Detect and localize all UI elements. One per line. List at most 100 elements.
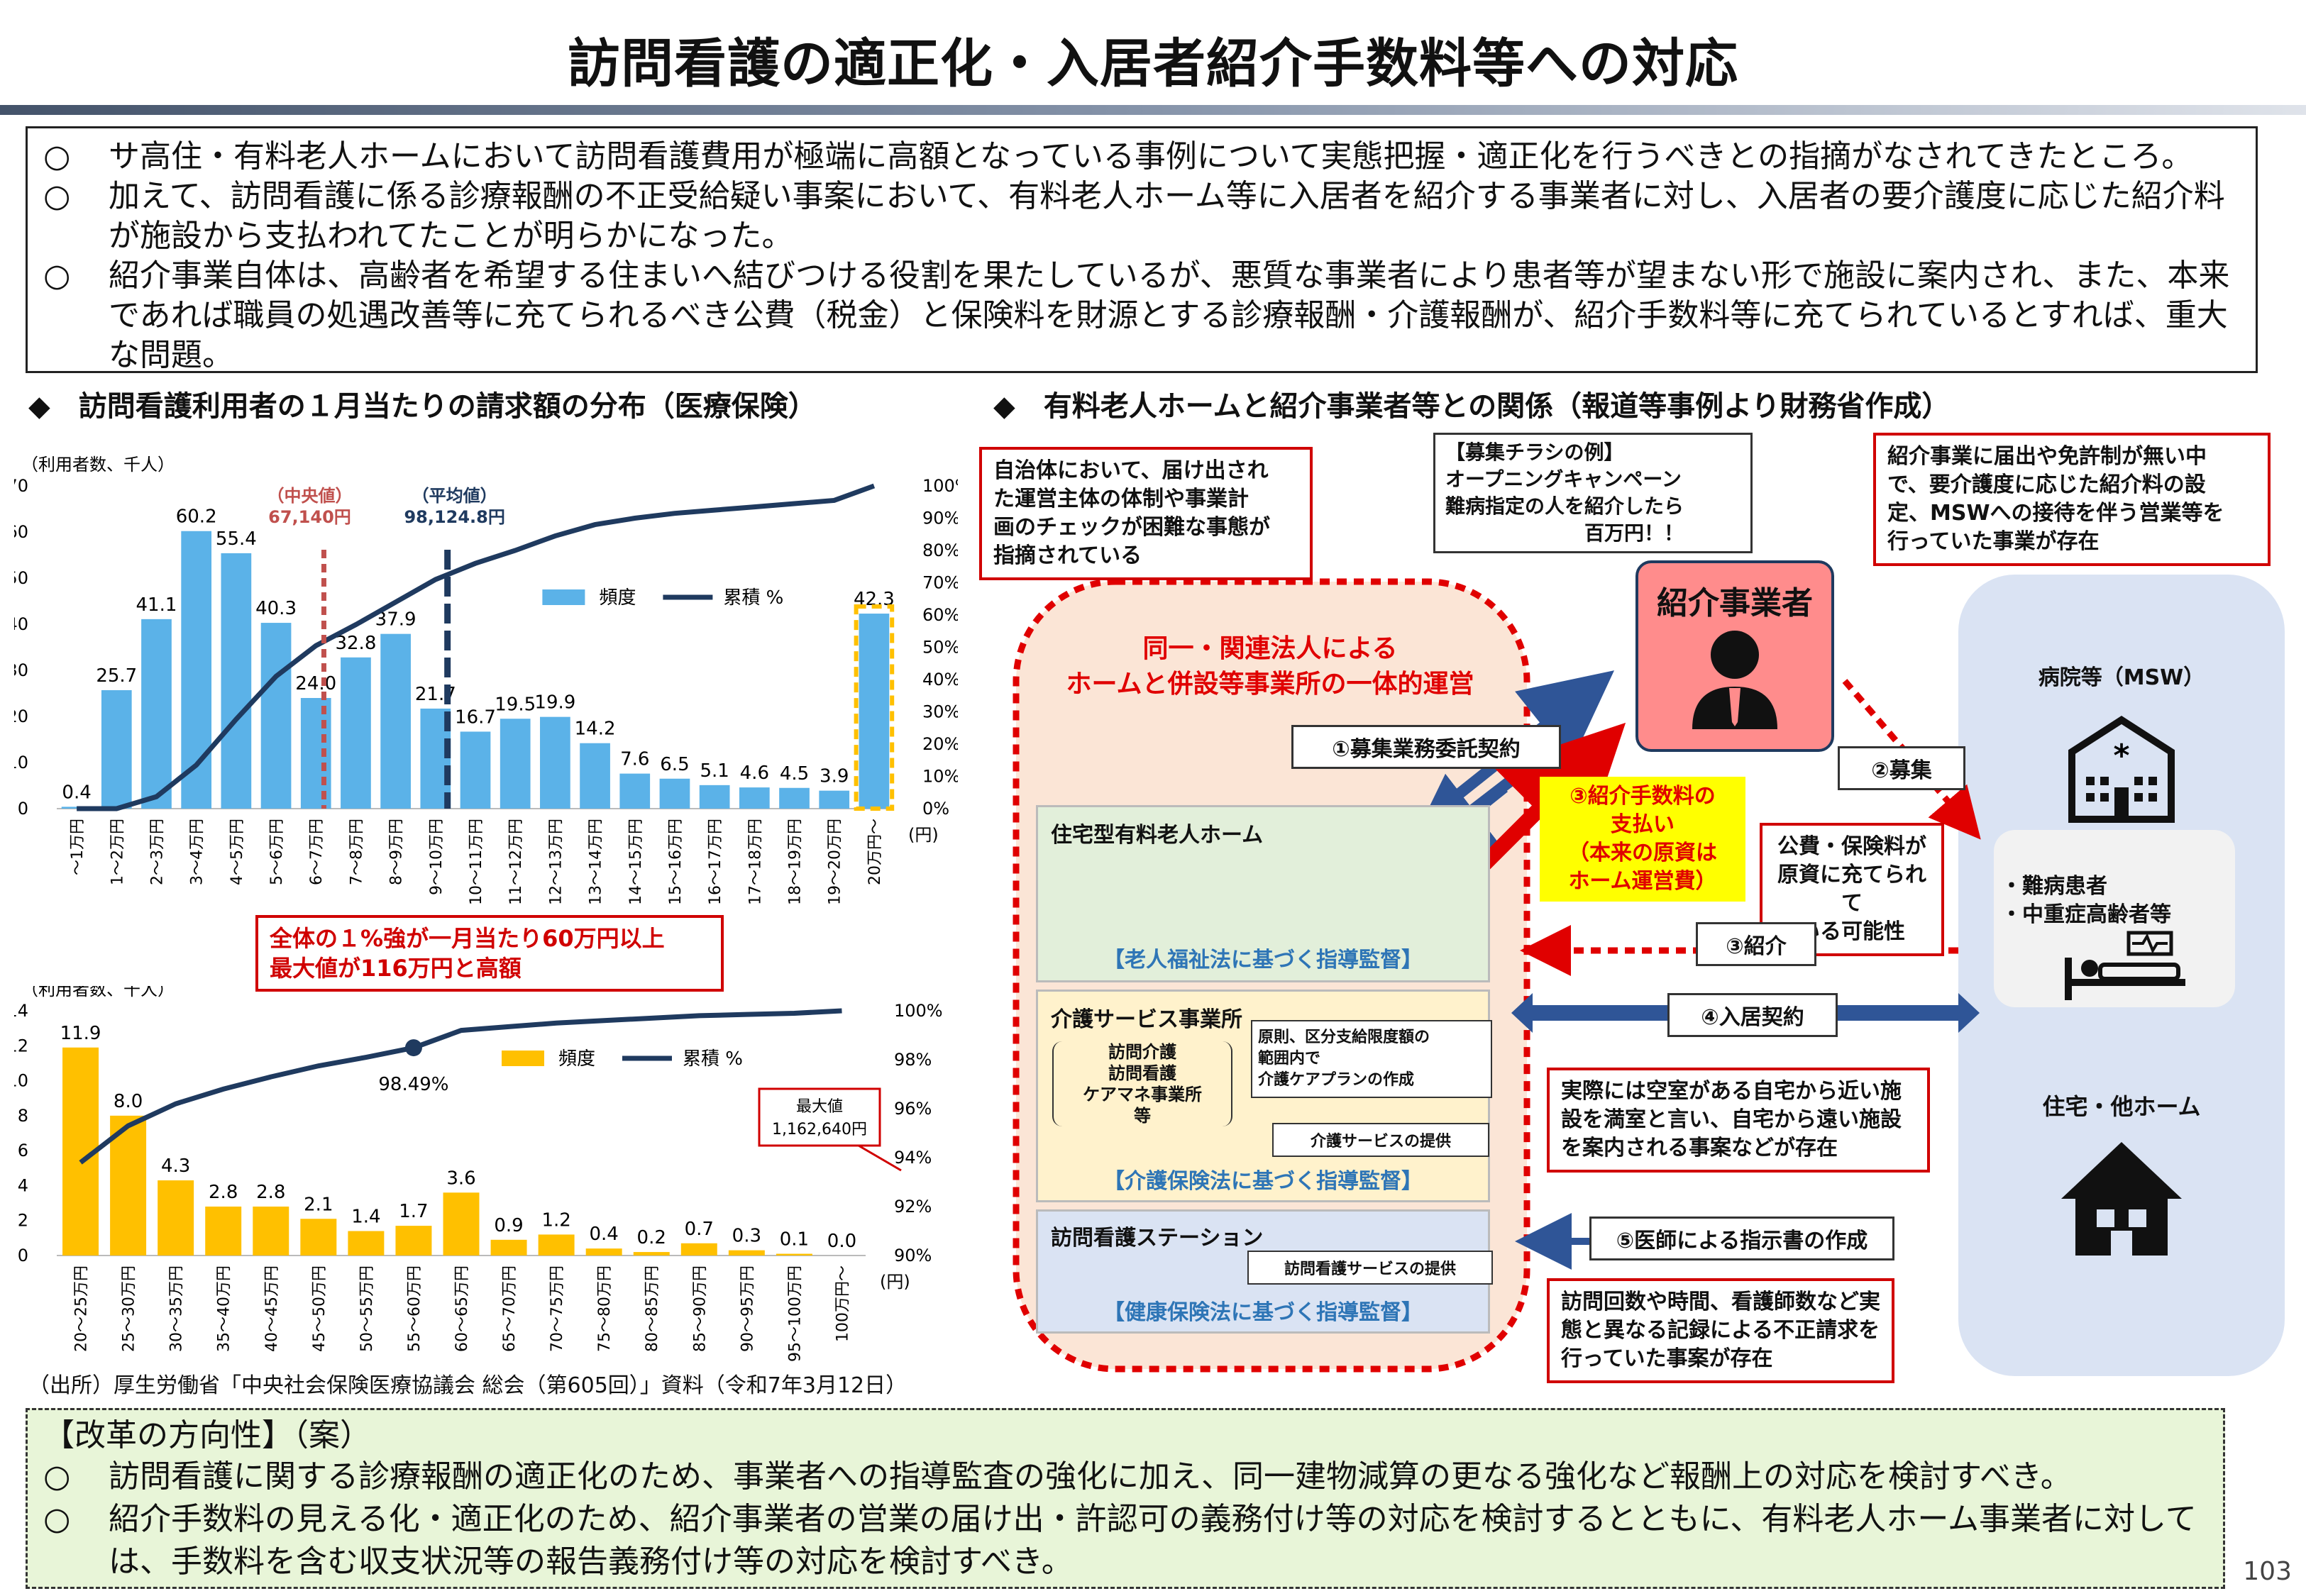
x-tick-label: 1～2万円	[109, 819, 126, 885]
bar-value-label: 40.3	[255, 598, 297, 619]
y-tick-label: 14	[14, 1001, 28, 1021]
highlight-point	[404, 1039, 422, 1057]
care-subtypes: 訪問介護 訪問看護 ケアマネ事業所 等	[1052, 1041, 1232, 1126]
source-note: （出所）厚生労働省「中央社会保険医療協議会 総会（第605回）」資料（令和7年3…	[28, 1373, 907, 1398]
bar	[728, 1250, 765, 1256]
bar	[380, 633, 411, 809]
nursing-law: 【健康保険法に基づく指導監督】	[1103, 1300, 1423, 1325]
bar	[699, 785, 730, 809]
bar	[776, 1253, 812, 1256]
y-tick-label: 40	[14, 614, 28, 634]
bar-value-label: 6.5	[660, 754, 689, 775]
x-tick-label: 10～11万円	[468, 819, 485, 905]
hospital-label: 病院等（MSW）	[2038, 665, 2205, 690]
x-tick-label: 14～15万円	[627, 819, 645, 905]
bar-value-label: 2.8	[256, 1182, 285, 1203]
bar	[141, 619, 172, 809]
y2-tick-label: 70%	[922, 573, 958, 593]
y-tick-label: 2	[18, 1211, 28, 1231]
bar	[500, 719, 531, 809]
x-tick-label: 13～14万円	[587, 819, 605, 905]
bar-value-label: 7.6	[620, 749, 649, 770]
x-tick-label: 15～16万円	[667, 819, 685, 905]
intro-box: ○ サ高住・有料老人ホームにおいて訪問看護費用が極端に高額となっている事例について…	[26, 126, 2258, 373]
bullet-circle: ○	[43, 1501, 71, 1537]
bar-value-label: 0.1	[780, 1229, 809, 1251]
reform-text: 紹介手数料の見える化・適正化のため、紹介事業者の営業の届け出・許認可の義務付け等…	[109, 1501, 2197, 1580]
bar	[101, 689, 132, 809]
bar	[341, 657, 371, 809]
bar-value-label: 60.2	[176, 506, 217, 528]
bar-value-label: 11.9	[60, 1023, 101, 1044]
bar-value-label: 3.9	[820, 766, 849, 787]
page-number: 103	[2243, 1557, 2292, 1586]
bar	[739, 787, 770, 809]
y2-tick-label: 98%	[894, 1050, 932, 1070]
bar	[443, 1192, 480, 1256]
bullet-circle: ○	[43, 178, 71, 214]
relationship-diagram: 自治体において、届け出され た運営主体の体制や事業計 画のチェックが困難な事態が…	[965, 419, 2292, 1397]
arrow4-label: ④入居契約	[1667, 993, 1838, 1037]
arrow1-label: ①募集業務委託契約	[1291, 725, 1561, 769]
x-tick-label: 70～75万円	[548, 1265, 566, 1352]
bar-value-label: 4.6	[740, 763, 769, 784]
group-title: 同一・関連法人による ホームと併設等事業所の一体的運営	[1066, 634, 1474, 699]
bar	[659, 778, 690, 809]
y-tick-label: 70	[14, 476, 28, 496]
y-tick-label: 50	[14, 568, 28, 588]
y2-tick-label: 92%	[894, 1197, 932, 1217]
x-tick-label: 80～85万円	[644, 1265, 661, 1352]
intro-text: サ高住・有料老人ホームにおいて訪問看護費用が極端に高額となっている事例について実…	[109, 138, 2193, 174]
bar-value-label: 19.9	[534, 692, 575, 714]
bar-value-label: 19.5	[495, 694, 536, 715]
x-tick-label: 5～6万円	[268, 819, 286, 885]
bar-value-label: 4.3	[161, 1156, 190, 1177]
bar-value-label: 1.2	[541, 1209, 570, 1231]
y2-tick-label: 96%	[894, 1099, 932, 1119]
care-plan-box: 原則、区分支給限度額の 範囲内で 介護ケアプランの作成	[1251, 1020, 1492, 1098]
max-value: 1,162,640円	[772, 1121, 867, 1138]
y-tick-label: 30	[14, 660, 28, 680]
reform-item: ○ 訪問看護に関する診療報酬の適正化のため、事業者への指導監査の強化に加え、同一建…	[43, 1456, 2207, 1498]
reform-title: 【改革の方向性】（案）	[43, 1417, 371, 1453]
x-tick-label: 35～40万円	[216, 1265, 233, 1352]
cumulative-line	[79, 1008, 842, 1165]
public-funds-callout: 公費・保険料が 原資に充てられて いる可能性	[1760, 823, 1944, 956]
bar	[221, 553, 252, 809]
arrow2-label: ②募集	[1838, 746, 1965, 790]
y-tick-label: 8	[18, 1106, 28, 1126]
flyer-example: 【募集チラシの例】 オープニングキャンペーン 難病指定の人を紹介したら 百万円！…	[1433, 433, 1753, 553]
bar-value-label: 5.1	[700, 760, 729, 782]
bar	[540, 716, 570, 809]
arrow5-label: ⑤医師による指示書の作成	[1589, 1217, 1894, 1260]
y2-tick-label: 90%	[894, 1246, 932, 1265]
legend-label: 累積 %	[683, 1048, 743, 1070]
x-tick-label: 30～35万円	[168, 1265, 186, 1352]
bar-value-label: 1.4	[351, 1207, 380, 1228]
y2-tick-label: 40%	[922, 670, 958, 689]
x-tick-label: ～1万円	[69, 819, 87, 875]
bar	[110, 1115, 147, 1256]
home-law: 【老人福祉法に基づく指導監督】	[1103, 948, 1423, 972]
x-tick-label: 55～60万円	[406, 1265, 424, 1352]
bar	[633, 1252, 670, 1256]
house-icon	[2061, 1142, 2182, 1256]
y-axis-label: （利用者数、千人）	[21, 455, 175, 475]
y2-tick-label: 20%	[922, 734, 958, 754]
intro-item: ○ 加えて、訪問看護に係る診療報酬の不正受給疑い事案において、有料老人ホーム等に入…	[43, 177, 2240, 256]
y2-tick-label: 80%	[922, 541, 958, 560]
x-tick-label: 90～95万円	[739, 1265, 756, 1352]
title-underline	[0, 105, 2306, 115]
y-tick-label: 12	[14, 1036, 28, 1055]
bar-value-label: 2.1	[304, 1194, 333, 1215]
x-tick-label: 3～4万円	[189, 819, 206, 885]
hospital-icon: *	[2068, 716, 2175, 823]
home-label: 住宅型有料老人ホーム	[1051, 823, 1264, 848]
bar	[460, 731, 491, 809]
bar-value-label: 8.0	[114, 1091, 143, 1112]
bar	[859, 614, 890, 809]
bar-value-label: 32.8	[335, 633, 376, 654]
nursing-label: 訪問看護ステーション	[1051, 1226, 1264, 1251]
agent-label: 紹介事業者	[1657, 585, 1813, 621]
chart-2: （利用者数、千人） 0 2 4 6 8 10 12 14 90% 92% 94% 96% 98% 100% 1…	[14, 986, 943, 1362]
